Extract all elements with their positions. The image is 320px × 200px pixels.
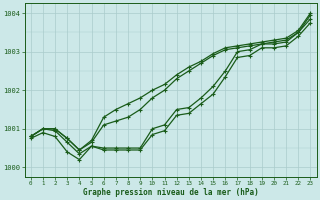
X-axis label: Graphe pression niveau de la mer (hPa): Graphe pression niveau de la mer (hPa) bbox=[83, 188, 259, 197]
